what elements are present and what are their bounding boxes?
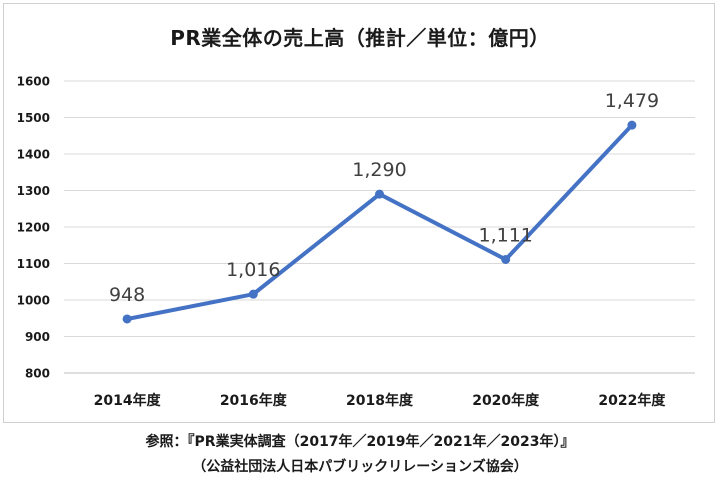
chart-frame — [3, 3, 715, 423]
y-tick-label: 1100 — [17, 257, 50, 271]
data-point — [122, 314, 132, 324]
x-tick-label: 2022年度 — [598, 392, 666, 409]
data-point — [501, 254, 511, 264]
source-organization: （公益社団法人日本パブリックリレーションズ協会） — [192, 459, 528, 475]
y-tick-label: 1500 — [17, 111, 50, 125]
data-points — [122, 120, 637, 324]
y-tick-label: 1200 — [17, 221, 50, 235]
x-tick-label: 2016年度 — [220, 392, 288, 409]
data-labels: 948 1,016 1,290 1,111 1,479 — [109, 90, 659, 306]
data-label: 1,016 — [226, 259, 280, 281]
y-tick-label: 1000 — [17, 294, 50, 308]
y-tick-label: 1400 — [17, 148, 50, 162]
x-tick-label: 2018年度 — [346, 392, 414, 409]
data-label: 1,290 — [352, 159, 406, 181]
data-point — [627, 120, 637, 130]
y-tick-label: 1600 — [17, 75, 50, 89]
data-point — [375, 189, 384, 199]
x-tick-label: 2014年度 — [94, 392, 162, 409]
gridlines — [64, 80, 695, 374]
data-label: 1,479 — [605, 90, 659, 112]
y-tick-label: 900 — [25, 330, 50, 344]
data-label: 1,111 — [478, 224, 532, 246]
x-axis-tick-labels: 2014年度 2016年度 2018年度 2020年度 2022年度 — [94, 392, 667, 409]
y-tick-label: 1300 — [17, 184, 50, 198]
y-axis-tick-labels: 800 900 1000 1100 1200 1300 1400 1500 1600 — [17, 75, 50, 381]
chart-title: PR業全体の売上高（推計／単位：億円） — [170, 26, 550, 50]
x-tick-label: 2020年度 — [472, 392, 540, 409]
data-label: 948 — [109, 284, 145, 306]
source-citation: 参照：『PR業実体調査（2017年／2019年／2021年／2023年）』 — [145, 434, 575, 450]
data-point — [248, 289, 258, 299]
y-tick-label: 800 — [25, 367, 50, 381]
